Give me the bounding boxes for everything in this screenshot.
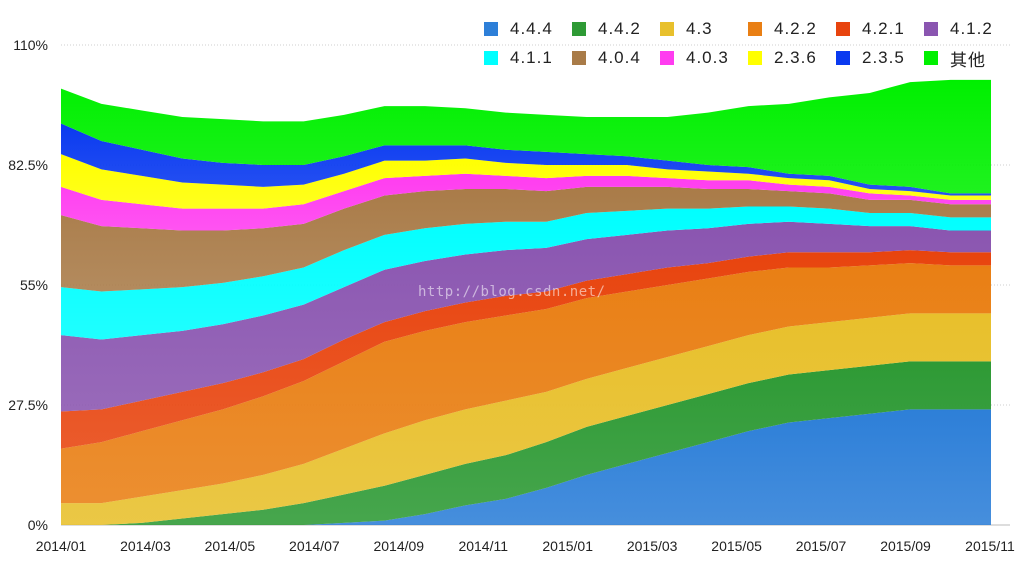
y-axis-tick-labels: 0% 27.5% 55% 82.5% 110% (8, 37, 48, 533)
legend-item: 其他 (924, 47, 986, 70)
x-tick-label: 2014/07 (289, 538, 340, 554)
legend-label: 4.1.1 (510, 48, 553, 67)
x-tick-label: 2015/05 (711, 538, 762, 554)
legend-item: 4.3 (660, 18, 713, 40)
x-tick-label: 2015/01 (542, 538, 593, 554)
y-tick-label: 27.5% (8, 397, 48, 413)
legend-label: 4.0.4 (598, 48, 641, 67)
area-series-4.1.2 (61, 221, 991, 412)
y-tick-label: 110% (13, 37, 48, 53)
x-tick-label: 2014/03 (120, 538, 171, 554)
legend-item: 2.3.5 (836, 47, 905, 69)
x-tick-label: 2015/11 (965, 538, 1015, 554)
area-series-4.0.4 (61, 186, 991, 292)
legend-swatch (924, 22, 938, 36)
legend-label: 4.4.2 (598, 19, 641, 38)
legend-label: 4.2.1 (862, 19, 905, 38)
legend-swatch (572, 22, 586, 36)
legend-swatch (924, 51, 938, 65)
y-tick-label: 82.5% (8, 157, 48, 173)
area-series-4.0.3 (61, 173, 991, 231)
y-tick-label: 55% (20, 277, 48, 293)
x-tick-label: 2014/05 (205, 538, 256, 554)
legend-item: 4.0.4 (572, 47, 641, 69)
legend-item: 4.1.2 (924, 18, 993, 40)
y-tick-label: 0% (28, 517, 48, 533)
legend-swatch (836, 51, 850, 65)
legend-label: 4.4.4 (510, 19, 553, 38)
series-areas (61, 79, 991, 525)
legend-label: 4.0.3 (686, 48, 729, 67)
legend-label: 其他 (950, 50, 986, 70)
legend-item: 4.1.1 (484, 47, 553, 69)
legend-item: 4.2.2 (748, 18, 817, 40)
legend-item: 4.0.3 (660, 47, 729, 69)
legend-label: 2.3.6 (774, 48, 817, 67)
area-series-4.4.2 (61, 361, 991, 525)
area-series-4.1.1 (61, 206, 991, 340)
area-series-其他 (61, 79, 991, 194)
x-tick-label: 2014/01 (36, 538, 87, 554)
legend-swatch (660, 51, 674, 65)
legend-label: 4.3 (686, 19, 713, 38)
x-tick-label: 2015/07 (796, 538, 847, 554)
x-tick-label: 2014/09 (373, 538, 424, 554)
legend-item: 2.3.6 (748, 47, 817, 69)
legend-swatch (572, 51, 586, 65)
x-axis-tick-labels: 2014/01 2014/03 2014/05 2014/07 2014/09 2014/… (36, 538, 1015, 554)
area-series-4.2.2 (61, 263, 991, 504)
legend-swatch (748, 51, 762, 65)
legend-item: 4.4.2 (572, 18, 641, 40)
x-tick-label: 2015/03 (627, 538, 678, 554)
legend-label: 4.2.2 (774, 19, 817, 38)
legend-label: 4.1.2 (950, 19, 993, 38)
legend-item: 4.4.4 (484, 18, 553, 40)
area-series-2.3.5 (61, 123, 991, 196)
legend-swatch (484, 22, 498, 36)
legend-swatch (660, 22, 674, 36)
x-tick-label: 2014/11 (458, 538, 508, 554)
x-tick-label: 2015/09 (880, 538, 931, 554)
legend-swatch (484, 51, 498, 65)
legend-swatch (836, 22, 850, 36)
legend-label: 2.3.5 (862, 48, 905, 67)
area-series-2.3.6 (61, 154, 991, 209)
legend-swatch (748, 22, 762, 36)
watermark-text: http://blog.csdn.net/ (418, 284, 606, 300)
area-series-4.4.4 (61, 409, 991, 525)
area-series-4.3 (61, 313, 991, 525)
legend-item: 4.2.1 (836, 18, 905, 40)
